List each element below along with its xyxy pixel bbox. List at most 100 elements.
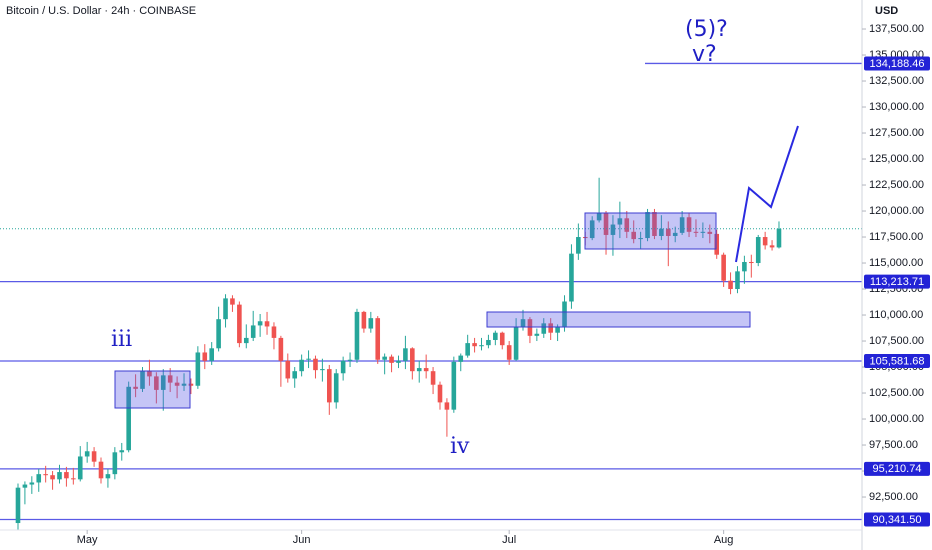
candle-body (354, 311, 360, 360)
candle-body (223, 298, 228, 320)
y-tick-label: 107,500.00 (869, 335, 924, 347)
candle-body (589, 220, 595, 239)
candle-body (264, 321, 270, 327)
candle-body (610, 224, 616, 235)
candle-body (271, 326, 277, 338)
candle-body (237, 304, 242, 344)
candle-body (735, 271, 740, 290)
candle-body (22, 484, 28, 488)
wave-label: iii (111, 327, 132, 352)
projection-line (735, 125, 799, 263)
candle-body (755, 237, 761, 264)
candle-body (333, 373, 339, 403)
candle-body (520, 319, 526, 328)
candle-body (769, 245, 775, 248)
candle-body (631, 231, 637, 240)
y-tick-label: 127,500.00 (869, 127, 924, 139)
range-box (584, 212, 717, 250)
candle-body (285, 360, 291, 379)
candle-body (243, 337, 249, 344)
y-tick-label: 97,500.00 (869, 439, 918, 451)
plot-area (0, 62, 862, 530)
y-tick-label: 117,500.00 (869, 231, 923, 243)
candle-body (603, 213, 609, 235)
wave-label: v? (692, 42, 717, 67)
candle-body (596, 213, 602, 221)
drawings (114, 125, 799, 409)
candle-body (465, 343, 470, 356)
candle-body (430, 371, 436, 385)
candle-body (416, 368, 422, 372)
candle-body (340, 360, 346, 374)
candle-body (389, 356, 394, 363)
candle-body (617, 218, 623, 225)
candle-body (638, 238, 643, 240)
candle-body (174, 382, 180, 386)
candle-body (707, 231, 713, 234)
candle-body (320, 369, 325, 371)
candle-body (105, 474, 111, 479)
y-tick-label: 102,500.00 (869, 387, 924, 399)
level-label-bg (864, 461, 930, 476)
candle-body (548, 323, 553, 333)
candle-body (84, 451, 90, 457)
candle-body (472, 343, 477, 347)
candle-body (195, 352, 201, 386)
candle-body (202, 352, 208, 361)
level-label-bg (864, 353, 930, 368)
candle-body (29, 482, 35, 485)
candle-body (368, 318, 374, 329)
candle-body (154, 376, 159, 390)
candle-body (555, 326, 560, 333)
candle-body (624, 218, 630, 232)
candle-body (486, 339, 491, 346)
candle-body (679, 217, 685, 233)
candle-body (91, 451, 97, 462)
candle-body (15, 487, 21, 524)
candle-body (216, 319, 221, 349)
candle-body (64, 472, 69, 479)
candle-body (375, 318, 381, 360)
candle-body (527, 319, 533, 336)
candle-body (410, 348, 415, 372)
candle-body (665, 228, 671, 236)
level-label: 95,210.74 (873, 463, 922, 475)
candle-body (569, 253, 574, 302)
candle-body (659, 228, 664, 236)
candle-body (749, 261, 754, 264)
candle-body (167, 375, 173, 383)
y-tick-label: 130,000.00 (869, 101, 924, 113)
level-label-bg (864, 274, 930, 289)
wave-label: iv (450, 434, 470, 459)
range-box (114, 370, 191, 409)
candle-body (43, 474, 48, 476)
y-tick-label: 110,000.00 (869, 309, 923, 321)
range-box (486, 311, 751, 328)
candle-body (126, 386, 131, 451)
y-tick-label: 120,000.00 (869, 205, 924, 217)
candle-body (257, 321, 263, 326)
candle-body (437, 384, 443, 403)
candle-body (534, 333, 540, 336)
candle-body (71, 478, 76, 480)
candle-body (513, 327, 519, 360)
candle-body (57, 472, 62, 480)
candle-body (541, 323, 547, 334)
y-tick-label: 132,500.00 (869, 75, 924, 87)
candle-body (645, 212, 650, 239)
candle-body (112, 452, 118, 475)
candle-body (181, 383, 187, 386)
candle-body (776, 228, 782, 248)
level-label: 134,188.46 (869, 58, 924, 70)
x-tick-label: May (77, 534, 98, 546)
candle-body (299, 359, 304, 372)
candle-body (451, 361, 457, 410)
chart-title: Bitcoin / U.S. Dollar · 24h · COINBASE (6, 5, 196, 17)
candle-body (652, 212, 657, 236)
level-label: 113,213.71 (870, 276, 924, 288)
y-tick-label: 137,500.00 (869, 23, 924, 35)
level-label-bg (864, 512, 930, 527)
y-tick-label: 125,000.00 (869, 153, 924, 165)
